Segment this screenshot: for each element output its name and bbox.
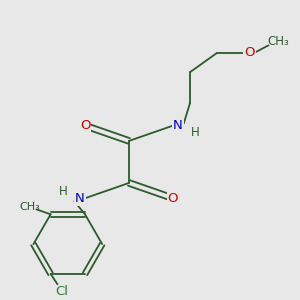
- Text: CH₃: CH₃: [19, 202, 40, 212]
- Text: H: H: [58, 185, 67, 198]
- Text: N: N: [75, 192, 85, 205]
- Text: H: H: [191, 126, 200, 139]
- Text: CH₃: CH₃: [267, 35, 289, 48]
- Text: N: N: [173, 119, 183, 132]
- Text: Cl: Cl: [56, 285, 69, 298]
- Text: O: O: [168, 192, 178, 205]
- Text: O: O: [244, 46, 255, 59]
- Text: O: O: [80, 119, 90, 132]
